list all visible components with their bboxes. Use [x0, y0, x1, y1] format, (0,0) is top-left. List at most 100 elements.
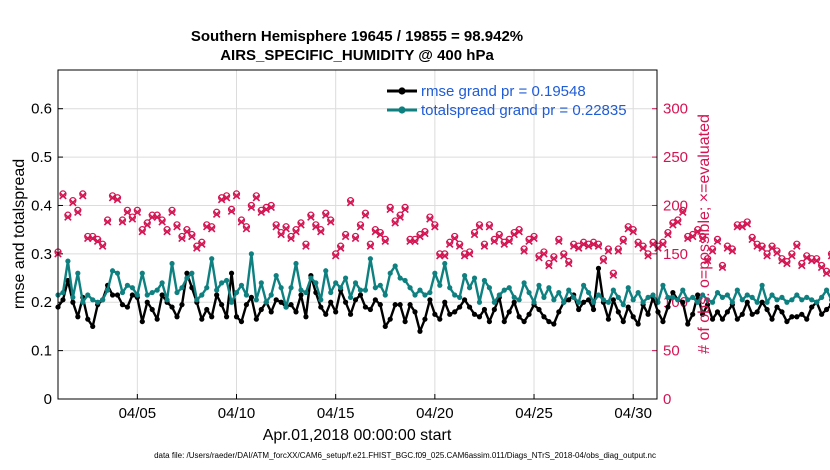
totalspread-point: [437, 282, 443, 288]
rmse-point: [109, 292, 116, 298]
totalspread-point: [620, 302, 626, 308]
obs-evaluated-point: [371, 227, 380, 236]
legend-rmse-label: rmse grand pr = 0.19548: [421, 83, 586, 100]
obs-evaluated-point: [738, 222, 747, 231]
obs-evaluated-point: [465, 250, 474, 258]
obs-evaluated-point: [718, 263, 727, 272]
rmse-point: [159, 292, 165, 298]
totalspread-point: [308, 275, 314, 281]
obs-evaluated-point: [59, 192, 67, 200]
totalspread-point: [80, 299, 86, 305]
rmse-point: [585, 297, 592, 303]
totalspread-point: [739, 297, 745, 303]
totalspread-point: [452, 292, 458, 298]
y-tick-label: 0.6: [31, 101, 52, 118]
totalspread-point: [774, 297, 780, 303]
totalspread-point: [486, 285, 492, 291]
rmse-point: [774, 304, 780, 310]
rmse-point: [184, 270, 190, 276]
rmse-point: [823, 306, 830, 313]
rmse-point: [590, 306, 597, 313]
obs-evaluated-point: [198, 240, 206, 248]
totalspread-point: [759, 282, 765, 288]
y2-tick-label: 250: [663, 149, 688, 166]
totalspread-point: [204, 285, 210, 291]
obs-evaluated-point: [659, 240, 667, 248]
obs-evaluated-point: [500, 240, 509, 248]
totalspread-point: [561, 299, 567, 305]
totalspread-point: [95, 299, 101, 305]
rmse-point: [427, 297, 433, 303]
totalspread-point: [521, 280, 527, 286]
obs-evaluated-point: [445, 240, 454, 248]
obs-evaluated-point: [584, 242, 593, 250]
x-tick-label: 04/25: [515, 405, 553, 422]
obs-evaluated-point: [798, 261, 806, 270]
rmse-point: [154, 316, 160, 322]
obs-evaluated-point: [416, 232, 424, 241]
obs-evaluated-point: [158, 218, 166, 226]
obs-evaluated-point: [817, 263, 826, 272]
totalspread-point: [466, 285, 473, 291]
rmse-point: [576, 306, 582, 313]
obs-evaluated-point: [550, 254, 558, 263]
totalspread-point: [635, 289, 641, 296]
rmse-point: [204, 306, 210, 313]
totalspread-point: [397, 275, 403, 281]
rmse-point: [114, 292, 121, 298]
rmse-point: [595, 265, 602, 271]
totalspread-point: [372, 285, 378, 291]
rmse-point: [471, 311, 478, 317]
y2-tick-label: 0: [663, 391, 671, 408]
totalspread-point: [590, 299, 597, 305]
totalspread-point: [615, 294, 621, 300]
obs-evaluated-point: [88, 234, 97, 243]
obs-evaluated-point: [128, 215, 137, 223]
y-tick-label: 0.3: [31, 246, 52, 263]
totalspread-point: [392, 263, 398, 269]
totalspread-point: [823, 287, 830, 293]
rmse-point: [238, 318, 245, 325]
obs-evaluated-point: [391, 219, 399, 227]
totalspread-point: [412, 292, 418, 298]
obs-evaluated-point: [728, 247, 737, 255]
rmse-point: [789, 314, 795, 320]
y-axis-label: rmse and totalspread: [11, 159, 28, 309]
rmse-point: [219, 302, 225, 308]
rmse-point: [566, 297, 572, 303]
rmse-point: [268, 309, 274, 315]
rmse-point: [179, 302, 185, 308]
totalspread-point: [357, 287, 364, 293]
totalspread-point: [819, 294, 825, 300]
totalspread-point: [511, 294, 517, 300]
totalspread-point: [382, 292, 388, 298]
rmse-point: [452, 309, 458, 315]
rmse-point: [714, 309, 721, 315]
rmse-point: [630, 314, 636, 320]
rmse-point: [174, 314, 180, 320]
rmse-point: [719, 316, 726, 322]
rmse-point: [491, 306, 497, 313]
totalspread-point: [323, 268, 329, 274]
obs-evaluated-point: [227, 207, 236, 216]
obs-evaluated-point: [74, 208, 82, 217]
totalspread-point: [159, 280, 165, 286]
rmse-point: [362, 304, 369, 310]
obs-evaluated-point: [619, 237, 628, 246]
obs-evaluated-point: [257, 208, 266, 217]
obs-evaluated-point: [793, 242, 801, 250]
totalspread-point: [402, 277, 408, 284]
rmse-point: [734, 316, 740, 322]
rmse-point: [258, 306, 264, 313]
obs-evaluated-point: [604, 247, 613, 255]
rmse-point: [382, 323, 388, 330]
rmse-point: [318, 304, 324, 310]
x-tick-label: 04/10: [218, 405, 256, 422]
rmse-point: [481, 306, 488, 313]
totalspread-point: [387, 270, 393, 276]
totalspread-point: [704, 297, 711, 303]
rmse-point: [541, 314, 547, 320]
totalspread-point: [154, 287, 160, 293]
legend: rmse grand pr = 0.19548 totalspread gran…: [387, 83, 627, 119]
totalspread-point: [149, 289, 155, 296]
